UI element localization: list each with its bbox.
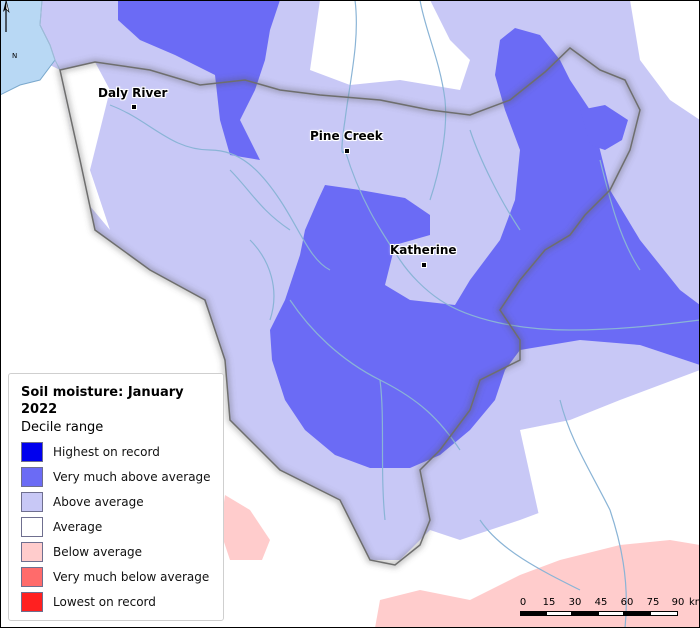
legend-swatch <box>21 591 43 612</box>
very-much-above-zone-east <box>580 105 628 150</box>
scale-bar: 0 15 30 45 60 75 90 km <box>519 597 700 621</box>
town-label-pine-creek: Pine Creek <box>310 129 383 143</box>
very-much-above-zone-north <box>118 0 280 160</box>
scale-segment <box>520 611 546 616</box>
legend-item-label: Lowest on record <box>53 594 156 609</box>
scale-unit: km <box>689 597 700 608</box>
legend-swatch <box>21 566 43 587</box>
legend-item: Highest on record <box>21 439 211 464</box>
north-arrow-icon <box>3 0 10 32</box>
scale-segment <box>546 611 572 616</box>
river-north-2 <box>419 0 447 201</box>
rivers <box>109 0 700 628</box>
legend-swatch <box>21 441 43 462</box>
below-average-zone-west <box>220 495 270 560</box>
legend-item: Lowest on record <box>21 589 211 614</box>
scale-tick: 75 <box>646 597 660 608</box>
town-dot-katherine <box>421 262 427 268</box>
river-south-2 <box>559 399 627 628</box>
north-letter: N <box>12 52 18 60</box>
average-zone-daly-west <box>60 62 110 230</box>
scale-tick: 30 <box>568 597 582 608</box>
legend-item-label: Below average <box>53 544 143 559</box>
legend-item: Below average <box>21 539 211 564</box>
legend-item-label: Very much below average <box>53 569 210 584</box>
scale-tick: 45 <box>594 597 608 608</box>
river-south-1 <box>379 379 386 521</box>
scale-segment <box>572 611 598 616</box>
legend-item-label: Highest on record <box>53 444 160 459</box>
legend-item: Above average <box>21 489 211 514</box>
legend-item-label: Above average <box>53 494 144 509</box>
scale-tick: 60 <box>620 597 634 608</box>
river-tributary-4 <box>249 239 275 321</box>
river-south-3 <box>479 519 581 591</box>
scale-tick: 15 <box>542 597 556 608</box>
coastline <box>39 0 61 71</box>
legend-item: Very much above average <box>21 464 211 489</box>
legend-swatch <box>21 491 43 512</box>
town-label-katherine: Katherine <box>390 243 457 257</box>
legend: Soil moisture: January 2022 Decile range… <box>8 373 224 621</box>
scale-tick: 0 <box>519 597 527 608</box>
scale-segment <box>650 611 678 616</box>
legend-swatch <box>21 516 43 537</box>
legend-subtitle: Decile range <box>21 420 104 435</box>
average-zone-north <box>310 0 470 90</box>
river-tributary-3 <box>289 299 461 451</box>
river-tributary-1 <box>229 169 291 231</box>
river-north-1 <box>341 0 357 154</box>
river-daly <box>109 104 331 271</box>
scale-tick: 90 <box>671 597 685 608</box>
river-tributary-2 <box>469 129 521 231</box>
legend-item: Average <box>21 514 211 539</box>
legend-item: Very much below average <box>21 564 211 589</box>
legend-swatch <box>21 541 43 562</box>
average-zone-northeast <box>630 0 700 120</box>
legend-item-label: Average <box>53 519 103 534</box>
catchment-boundary <box>59 47 641 566</box>
town-label-daly-river: Daly River <box>98 86 168 100</box>
below-average-zone-south <box>375 540 700 628</box>
legend-title: Soil moisture: January 2022 <box>21 385 184 417</box>
legend-items: Highest on record Very much above averag… <box>21 439 211 614</box>
river-east-1 <box>599 159 641 271</box>
town-dot-pine-creek <box>344 148 350 154</box>
legend-item-label: Very much above average <box>53 469 211 484</box>
town-dot-daly-river <box>131 104 137 110</box>
legend-swatch <box>21 466 43 487</box>
scale-segment <box>624 611 650 616</box>
scale-segment <box>598 611 624 616</box>
river-katherine <box>344 149 700 331</box>
